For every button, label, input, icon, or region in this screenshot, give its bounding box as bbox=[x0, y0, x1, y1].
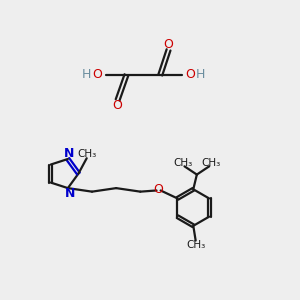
Text: CH₃: CH₃ bbox=[78, 148, 97, 158]
Text: O: O bbox=[112, 99, 122, 112]
Text: N: N bbox=[65, 187, 75, 200]
Text: H: H bbox=[196, 68, 205, 81]
Text: O: O bbox=[164, 38, 173, 51]
Text: H: H bbox=[82, 68, 92, 81]
Text: CH₃: CH₃ bbox=[173, 158, 193, 167]
Text: N: N bbox=[64, 147, 74, 160]
Text: O: O bbox=[185, 68, 195, 81]
Text: O: O bbox=[93, 68, 103, 81]
Text: CH₃: CH₃ bbox=[187, 240, 206, 250]
Text: CH₃: CH₃ bbox=[201, 158, 220, 167]
Text: O: O bbox=[153, 183, 163, 196]
